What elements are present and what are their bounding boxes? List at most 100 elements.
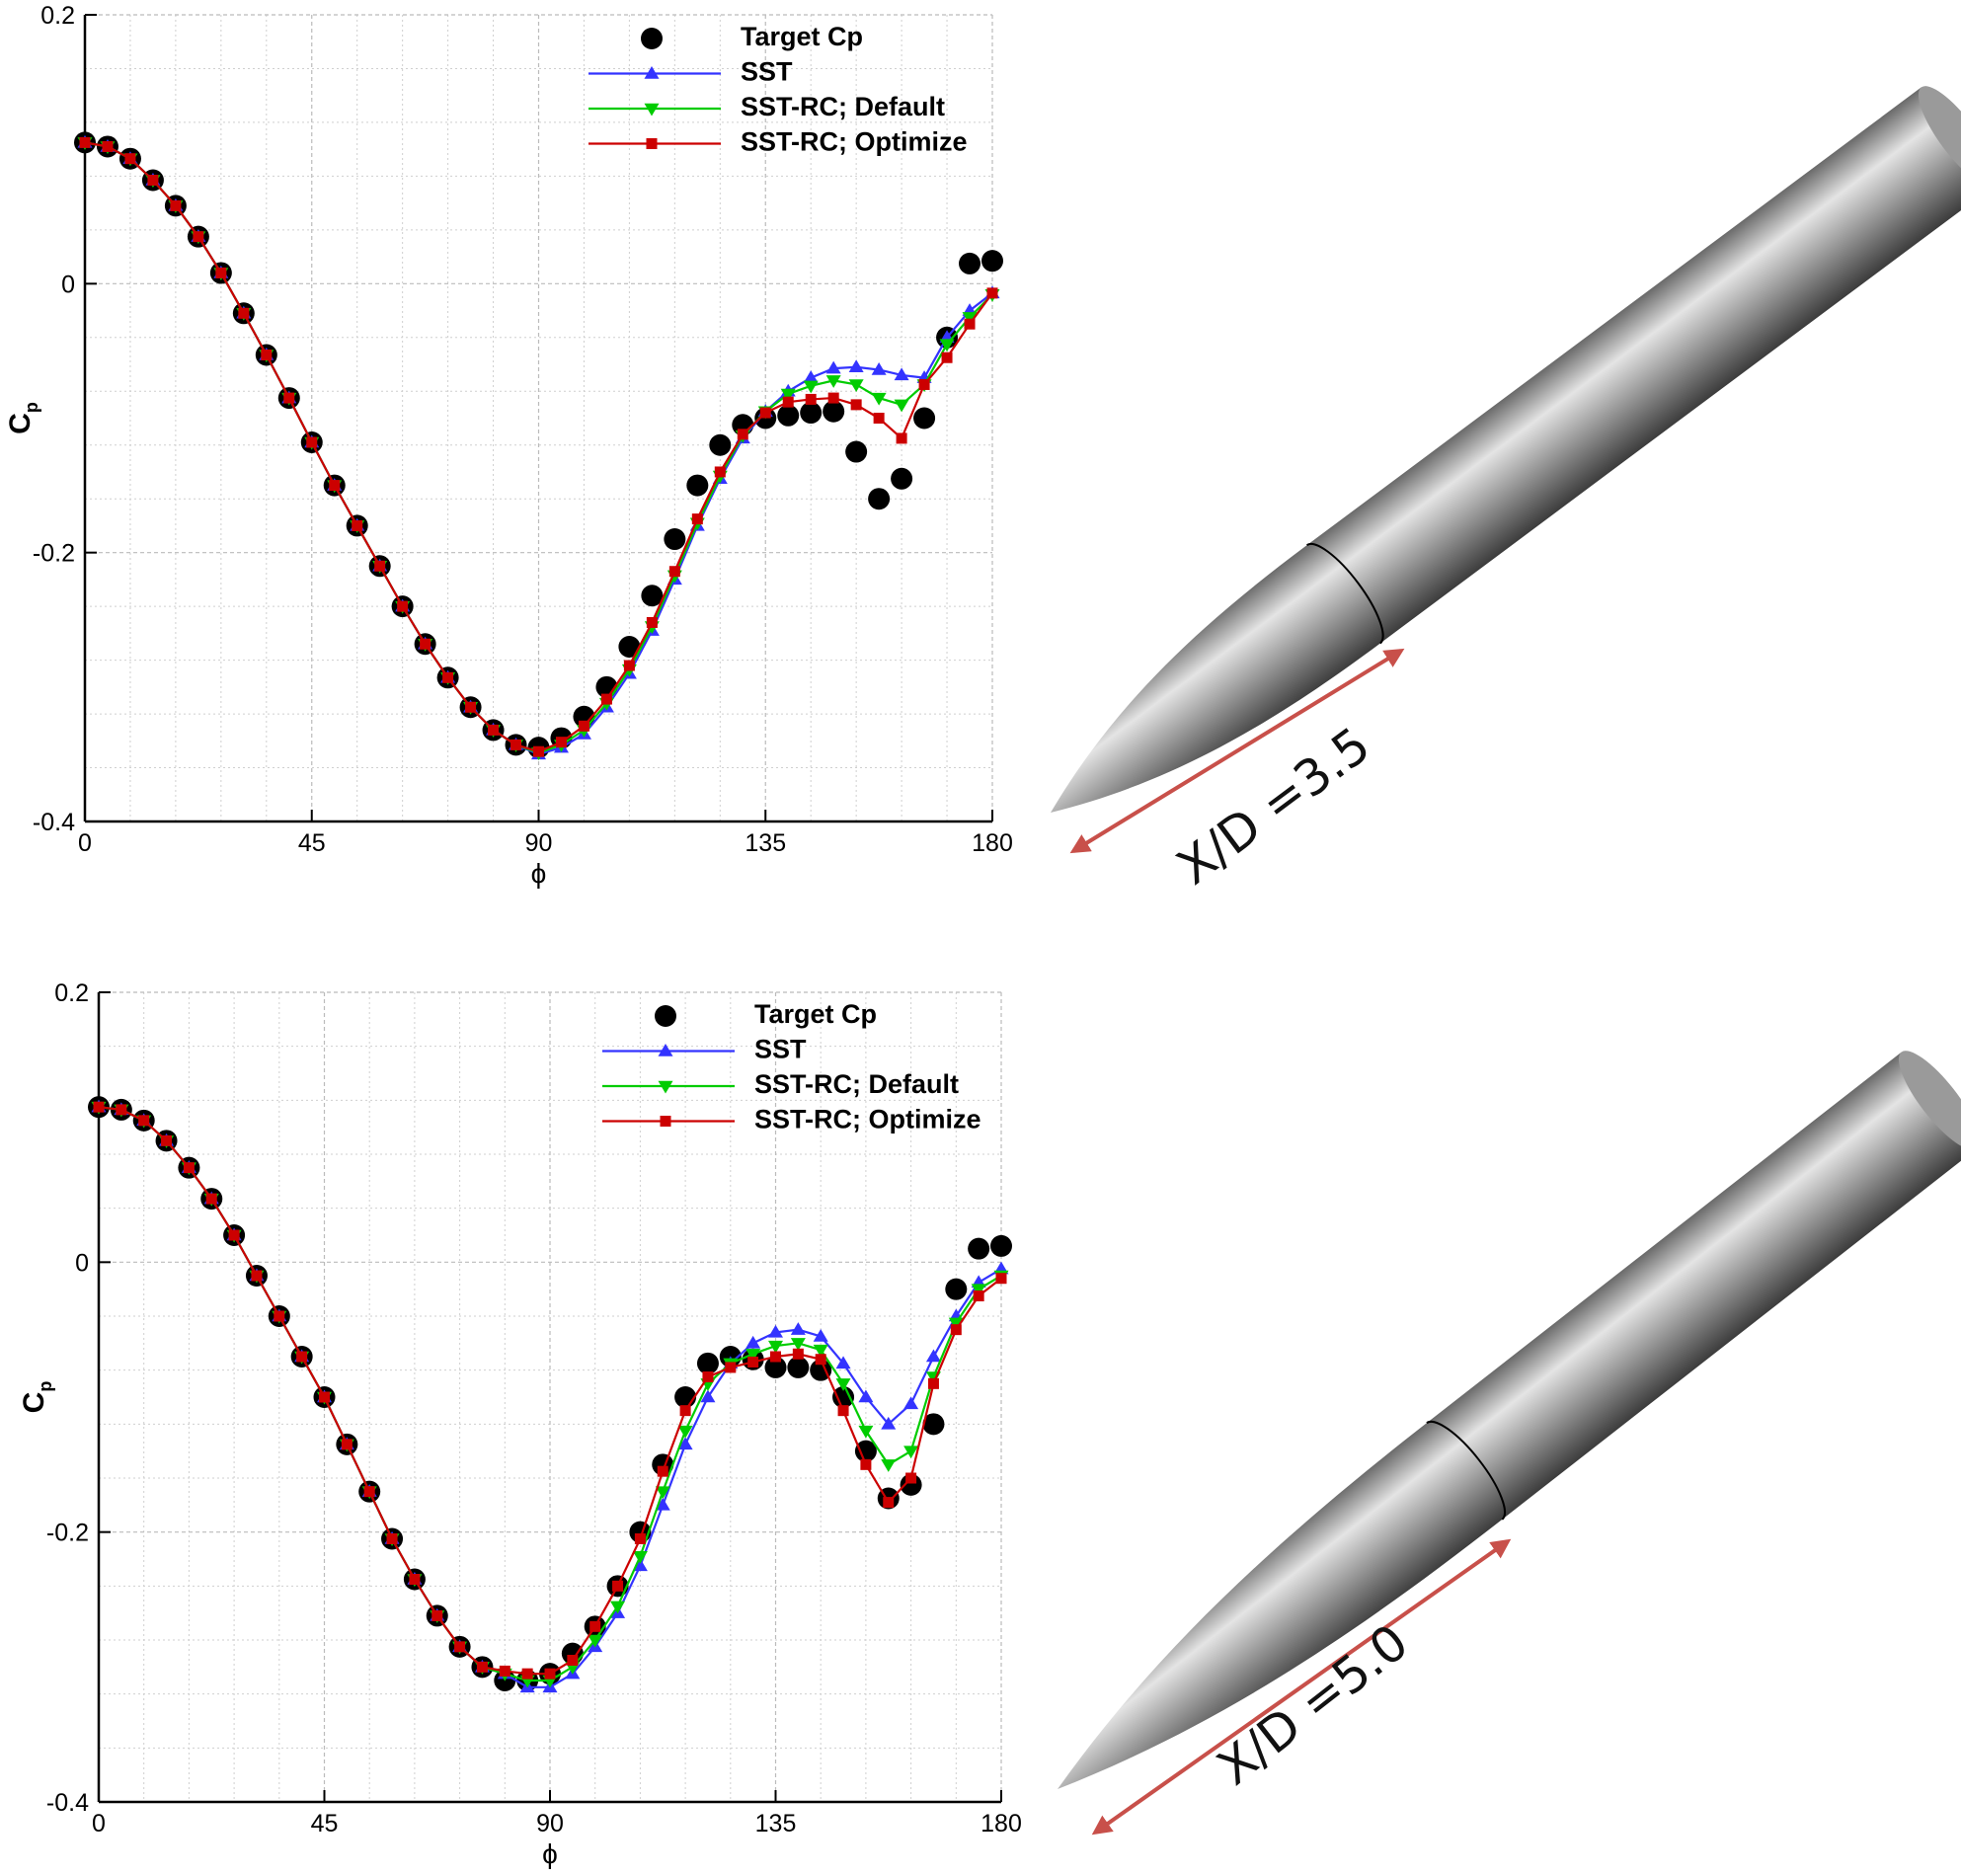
marker — [261, 350, 273, 361]
y-tick-label: 0 — [75, 1249, 89, 1277]
marker — [161, 1134, 173, 1146]
marker — [941, 352, 953, 363]
marker — [251, 1270, 263, 1282]
marker — [939, 339, 955, 352]
marker — [832, 1386, 855, 1408]
marker — [848, 359, 864, 373]
marker — [442, 671, 454, 683]
marker — [790, 1322, 806, 1335]
marker — [835, 1378, 851, 1391]
marker — [787, 1356, 810, 1378]
marker — [664, 528, 686, 551]
marker — [329, 480, 341, 492]
marker — [768, 1340, 783, 1354]
marker — [668, 566, 680, 578]
marker — [660, 1116, 671, 1127]
marker — [995, 1273, 1007, 1285]
marker — [950, 1324, 962, 1336]
marker — [905, 1472, 917, 1484]
plot: 0 45 90 135 180 -0.4 -0.2 0 0.2 ϕ Cp Target Cp SST SS… — [18, 979, 1022, 1869]
marker — [792, 1348, 804, 1360]
marker — [600, 693, 612, 705]
marker — [745, 1349, 761, 1362]
marker — [319, 1391, 330, 1403]
marker — [488, 724, 500, 736]
marker — [850, 399, 862, 411]
marker — [737, 429, 748, 440]
marker — [102, 140, 114, 152]
marker — [903, 1446, 919, 1459]
marker — [768, 1324, 783, 1338]
x-axis-label: ϕ — [542, 1838, 558, 1869]
marker — [790, 1338, 806, 1351]
marker — [677, 1425, 693, 1439]
marker — [800, 402, 823, 425]
marker — [658, 1044, 673, 1056]
marker — [499, 1665, 510, 1677]
marker — [183, 1162, 195, 1174]
missile — [1058, 1051, 1961, 1789]
marker — [657, 1465, 668, 1477]
marker — [454, 1641, 466, 1653]
marker — [894, 367, 909, 381]
marker — [913, 407, 936, 430]
y-axis-label: Cp — [4, 402, 41, 434]
marker — [745, 1335, 761, 1349]
marker — [686, 474, 709, 497]
x-axis-label: ϕ — [531, 858, 547, 889]
marker — [612, 1580, 624, 1592]
marker — [409, 1574, 421, 1585]
marker — [644, 66, 660, 79]
marker — [655, 1486, 670, 1500]
marker — [79, 136, 91, 148]
marker — [871, 361, 887, 375]
y-tick-label: 0.2 — [54, 979, 89, 1007]
marker — [644, 103, 660, 117]
marker — [555, 737, 567, 748]
marker — [759, 407, 771, 419]
marker — [873, 413, 885, 424]
marker — [634, 1533, 646, 1544]
marker — [823, 400, 845, 423]
marker — [124, 153, 136, 165]
marker — [881, 1459, 897, 1472]
marker — [962, 312, 978, 325]
x-tick-label: 135 — [745, 829, 786, 857]
marker — [465, 701, 477, 713]
marker — [837, 1405, 849, 1417]
marker — [815, 1354, 826, 1366]
x-tick-label: 90 — [536, 1810, 564, 1837]
marker — [533, 745, 544, 757]
marker — [896, 432, 907, 444]
legend-label: SST-RC; Optimize — [741, 127, 968, 157]
marker — [655, 1005, 676, 1027]
x-tick-label: 45 — [311, 1810, 339, 1837]
marker — [679, 1405, 691, 1417]
marker — [510, 739, 522, 750]
missile-ring — [1426, 1420, 1506, 1521]
marker — [589, 1620, 601, 1632]
legend-label: SST-RC; Default — [754, 1069, 959, 1099]
marker — [803, 370, 819, 383]
y-tick-label: -0.2 — [33, 540, 75, 568]
y-axis-label-main: C — [4, 413, 37, 434]
marker — [883, 1497, 895, 1509]
marker — [968, 1237, 990, 1260]
marker — [725, 1362, 737, 1373]
marker — [709, 433, 732, 456]
marker — [803, 380, 819, 394]
marker — [641, 585, 664, 607]
y-tick-label: 0 — [61, 271, 75, 298]
marker — [674, 1386, 697, 1408]
marker — [871, 392, 887, 406]
marker — [374, 560, 386, 572]
x-tick-label: 0 — [92, 1810, 106, 1837]
marker — [700, 1389, 716, 1403]
marker — [948, 1317, 964, 1331]
marker — [658, 1080, 673, 1094]
marker — [860, 1458, 872, 1470]
y-axis-label-main: C — [18, 1392, 50, 1414]
marker — [588, 1634, 603, 1648]
marker — [420, 638, 431, 650]
